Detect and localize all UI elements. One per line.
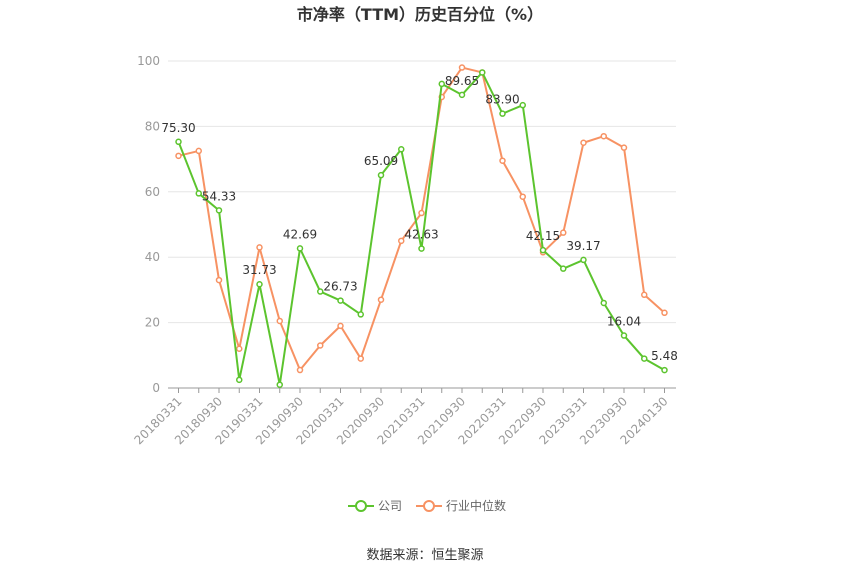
y-tick-label: 0 [152,381,160,395]
data-point [438,80,445,88]
data-point [519,193,526,200]
data-label: 31.73 [242,263,276,277]
data-point [377,171,385,179]
series-lines [175,64,668,388]
y-tick-label: 20 [145,316,160,330]
y-tick-label: 100 [137,54,160,68]
data-label: 39.17 [566,239,600,253]
data-label: 65.09 [364,154,398,168]
data-point [519,101,526,109]
data-point [377,296,385,303]
data-point [276,317,283,325]
data-label: 54.33 [202,189,236,203]
data-point [539,246,547,254]
data-point [600,299,607,307]
data-point [620,144,628,151]
data-label: 5.48 [651,349,678,363]
data-point [175,152,182,160]
data-point [276,381,283,388]
data-point [499,157,506,164]
data-point [641,355,648,362]
data-label: 26.73 [323,280,357,294]
data-point [661,366,668,374]
data-point [215,207,223,214]
chart-title: 市净率（TTM）历史百分位（%） [297,5,543,24]
data-label: 42.15 [526,229,560,243]
x-axis: 2018033120180930201903312019093020200331… [132,387,676,447]
legend[interactable]: 公司 行业中位数 [348,498,506,513]
data-labels: 75.30 54.33 31.73 42.69 26.73 65.09 42.63 89.65… [161,74,678,363]
data-point [418,245,425,252]
data-point [641,291,648,299]
legend-swatch-marker [355,500,367,512]
data-label: 83.90 [485,93,519,107]
legend-label: 公司 [378,499,402,513]
data-point [600,132,607,140]
data-point [580,139,587,146]
data-point [560,265,567,272]
y-tick-label: 80 [145,119,160,133]
data-point [357,311,364,318]
data-point [560,229,567,236]
y-tick-label: 60 [145,185,160,199]
legend-label: 行业中位数 [446,498,506,513]
data-point [337,322,344,330]
data-point [418,209,425,217]
data-point [398,237,405,245]
data-point [236,345,243,353]
data-point [357,355,364,362]
data-point [337,297,344,304]
data-point [256,280,263,288]
data-point [479,69,486,76]
data-point [317,342,324,349]
data-point [296,366,304,374]
grid [168,60,676,324]
data-point [195,190,202,197]
data-point [236,376,243,384]
data-point [620,332,628,339]
data-label: 89.65 [445,74,479,88]
data-point [215,276,223,284]
data-point [256,244,263,251]
source-note: 数据来源：恒生聚源 [366,548,483,563]
data-point [398,146,405,153]
data-label: 42.63 [404,228,438,242]
data-point [499,110,506,117]
data-point [296,245,304,252]
y-tick-label: 40 [145,250,160,264]
data-label: 42.69 [283,227,317,241]
data-label: 16.04 [607,315,641,329]
data-point [458,91,466,99]
data-point [317,288,324,295]
data-label: 75.30 [161,121,195,135]
data-point [580,256,587,264]
data-point [195,147,202,155]
data-point [175,138,182,146]
legend-swatch-marker [423,500,435,512]
y-axis: 0 20 40 60 80 100 [137,54,160,395]
data-point [661,309,668,317]
data-point [458,64,466,71]
